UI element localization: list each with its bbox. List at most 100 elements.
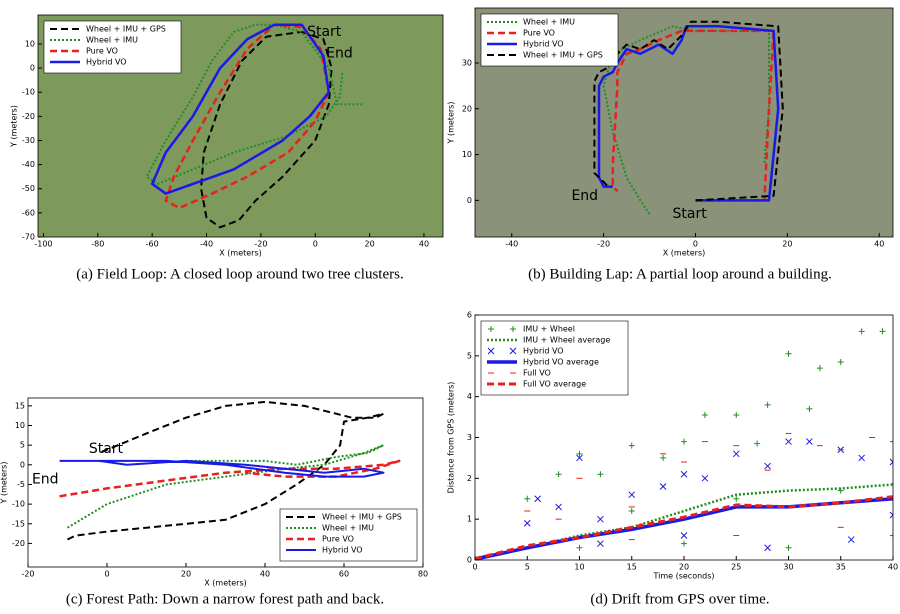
x-tick-label: 0 — [472, 563, 477, 572]
x-axis-label: X (meters) — [219, 249, 262, 258]
trajectory-line — [59, 459, 385, 478]
annotation: End — [326, 46, 353, 62]
axes-frame — [27, 397, 424, 568]
x-tick-label: -20 — [21, 570, 34, 579]
legend-box — [480, 320, 629, 396]
scatter-marker — [534, 495, 542, 503]
y-tick-label: 3 — [467, 433, 472, 442]
y-tick-label: -15 — [12, 519, 25, 528]
y-tick-label: -50 — [22, 184, 35, 193]
x-tick-label: -20 — [254, 240, 267, 249]
scatter-marker — [524, 495, 531, 502]
x-tick-label: 15 — [627, 563, 637, 572]
trajectory-line — [150, 23, 331, 195]
scatter-marker — [660, 454, 667, 461]
legend-label: Hybrid VO average — [523, 358, 599, 367]
y-tick-label: 5 — [467, 351, 472, 360]
trajectory-line — [597, 25, 780, 202]
scatter-marker — [754, 440, 761, 447]
scatter-marker — [847, 536, 855, 543]
scatter-marker — [597, 471, 604, 478]
legend-label: Wheel + IMU + GPS — [322, 513, 402, 522]
x-tick-label: 20 — [181, 570, 191, 579]
scatter-marker — [701, 474, 709, 482]
axes-frame — [474, 7, 894, 238]
scatter-marker — [816, 365, 823, 372]
legend-label: IMU + Wheel average — [523, 336, 610, 345]
trajectory-line — [593, 20, 784, 202]
annotation: Start — [89, 441, 124, 457]
y-tick-label: 6 — [467, 311, 472, 320]
legend-label: Wheel + IMU — [322, 524, 374, 533]
scatter-marker — [628, 508, 635, 514]
legend-label: Pure VO — [523, 29, 555, 38]
scatter-marker — [680, 532, 688, 539]
scatter-marker — [837, 358, 844, 365]
legend-label: Pure VO — [322, 535, 354, 544]
trajectory-line — [475, 483, 893, 560]
scatter-marker — [597, 540, 604, 548]
y-tick-label: 0 — [467, 196, 472, 205]
scatter-marker — [879, 328, 886, 335]
scatter-marker — [523, 519, 531, 527]
x-tick-label: 5 — [525, 563, 530, 572]
y-tick-label: 4 — [467, 392, 472, 401]
legend-label: Hybrid VO — [86, 58, 127, 67]
x-tick-label: 0 — [313, 240, 318, 249]
y-tick-label: 20 — [462, 104, 472, 113]
y-tick-label: -20 — [12, 539, 25, 548]
legend-marker — [487, 347, 517, 355]
y-tick-label: -5 — [17, 480, 25, 489]
scatter-marker — [576, 544, 583, 551]
scatter-marker — [889, 458, 893, 466]
x-tick-label: 25 — [731, 563, 741, 572]
y-tick-label: 30 — [462, 58, 472, 67]
caption: (b) Building Lap: A partial loop around … — [528, 266, 832, 282]
annotation: End — [32, 471, 59, 487]
y-tick-label: -60 — [22, 208, 35, 217]
scatter-marker — [555, 503, 562, 511]
scatter-marker — [555, 471, 562, 478]
x-tick-label: 20 — [679, 563, 689, 572]
scatter-marker — [701, 412, 708, 419]
trajectory-line — [67, 400, 385, 541]
scatter-marker — [681, 438, 687, 445]
scatter-marker — [806, 405, 813, 412]
caption: (a) Field Loop: A closed loop around two… — [76, 266, 403, 282]
scatter-marker — [785, 438, 792, 445]
y-axis-label: Y (meters) — [447, 102, 456, 145]
x-tick-label: 40 — [874, 240, 884, 249]
x-axis-label: X (meters) — [204, 579, 247, 588]
y-tick-label: 10 — [15, 421, 25, 430]
plot-area — [475, 328, 893, 560]
scatter-marker — [659, 483, 667, 490]
legend-label: Full VO average — [523, 380, 586, 389]
scatter-marker — [597, 515, 604, 523]
y-axis-label: Y (meters) — [10, 105, 19, 148]
scatter-marker — [576, 454, 583, 462]
y-tick-label: 1 — [467, 515, 472, 524]
scatter-marker — [680, 470, 688, 478]
y-axis-label: Y (meters) — [0, 462, 9, 505]
scatter-marker — [764, 544, 771, 552]
scatter-marker — [733, 412, 740, 419]
trajectory-line — [475, 495, 893, 560]
x-axis-label: Time (seconds) — [652, 572, 714, 581]
y-tick-label: -20 — [22, 112, 35, 121]
trajectory-line — [200, 30, 333, 229]
legend-label: Full VO — [523, 369, 551, 378]
annotation: End — [571, 188, 598, 204]
plot-area — [593, 20, 784, 215]
caption: (d) Drift from GPS over time. — [590, 591, 769, 607]
scatter-marker — [889, 511, 893, 519]
annotation: Start — [673, 206, 708, 222]
x-tick-label: 20 — [782, 240, 792, 249]
scatter-marker — [764, 401, 771, 408]
scatter-marker — [681, 540, 687, 547]
legend-label: Hybrid VO — [322, 546, 363, 555]
x-tick-label: -40 — [200, 240, 213, 249]
scatter-marker — [858, 328, 865, 335]
x-tick-label: 40 — [260, 570, 270, 579]
scatter-marker — [785, 350, 792, 357]
